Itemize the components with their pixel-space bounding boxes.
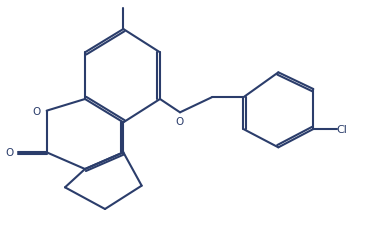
Text: O: O <box>176 117 184 127</box>
Text: O: O <box>5 148 14 158</box>
Text: O: O <box>32 106 41 116</box>
Text: Cl: Cl <box>337 124 347 134</box>
